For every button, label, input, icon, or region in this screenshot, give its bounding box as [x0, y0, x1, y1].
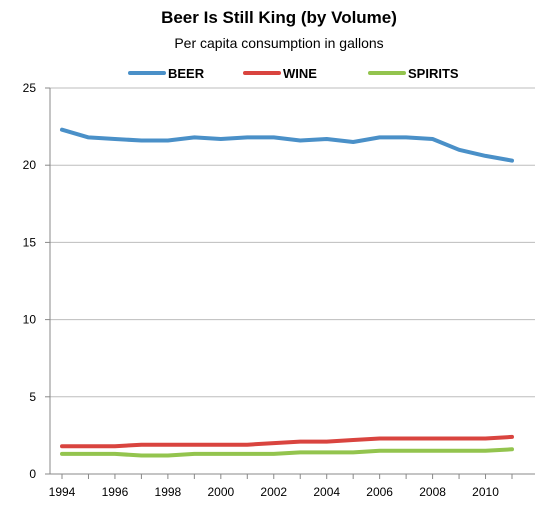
chart-subtitle: Per capita consumption in gallons [174, 35, 384, 51]
y-tick-label-15: 15 [23, 235, 37, 249]
x-tick-label-1996: 1996 [102, 485, 129, 499]
legend-label-beer: BEER [168, 66, 205, 81]
x-tick-label-2002: 2002 [260, 485, 287, 499]
y-tick-label-0: 0 [29, 467, 36, 481]
series-line-spirits [60, 447, 514, 458]
legend: BEER WINE SPIRITS [128, 66, 459, 81]
grid-lines [50, 87, 535, 398]
x-tick-label-2000: 2000 [207, 485, 234, 499]
chart-title: Beer Is Still King (by Volume) [161, 8, 397, 27]
x-tick-label-2006: 2006 [366, 485, 393, 499]
x-tick-label-2004: 2004 [313, 485, 340, 499]
series-lines [60, 127, 514, 458]
x-tick-label-2008: 2008 [419, 485, 446, 499]
series-line-beer [60, 127, 514, 163]
axes: 0 5 10 15 20 25 1994 1996 1998 2000 2002 2004 2006 20… [23, 81, 535, 499]
x-tick-label-1998: 1998 [155, 485, 182, 499]
y-tick-label-5: 5 [29, 390, 36, 404]
legend-label-wine: WINE [283, 66, 317, 81]
y-tick-label-25: 25 [23, 81, 37, 95]
series-line-wine [60, 434, 514, 449]
legend-label-spirits: SPIRITS [408, 66, 459, 81]
y-tick-label-10: 10 [23, 313, 37, 327]
x-tick-label-1994: 1994 [49, 485, 76, 499]
x-tick-label-2010: 2010 [472, 485, 499, 499]
y-tick-label-20: 20 [23, 158, 37, 172]
